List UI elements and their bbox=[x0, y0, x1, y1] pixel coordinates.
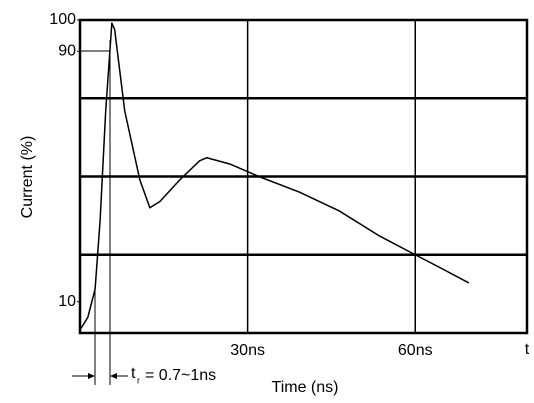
annotation-text: = 0.7~1ns bbox=[145, 367, 216, 384]
x-axis-label: Time (ns) bbox=[272, 379, 339, 396]
y-axis-label: Current (%) bbox=[19, 136, 36, 219]
annotation-subscript: r bbox=[137, 375, 140, 385]
y-tick-label: 90 bbox=[58, 43, 76, 60]
line-series bbox=[79, 22, 470, 331]
arrowhead bbox=[88, 373, 95, 379]
x-tick-label: 30ns bbox=[230, 342, 265, 359]
y-tick-label: 100 bbox=[49, 11, 76, 28]
y-tick-label: 10 bbox=[58, 293, 76, 310]
x-end-label: t bbox=[525, 341, 530, 358]
annotation-symbol: t bbox=[131, 365, 136, 382]
plot-frame bbox=[78, 18, 529, 335]
x-tick-label: 60ns bbox=[398, 342, 433, 359]
arrowhead bbox=[110, 373, 117, 379]
